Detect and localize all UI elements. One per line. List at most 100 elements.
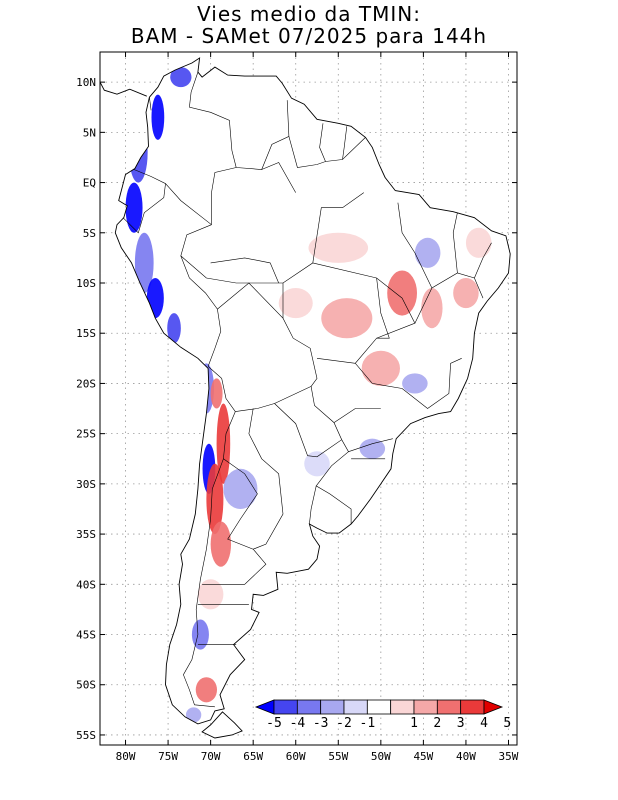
border-line [452,212,458,274]
anomaly-patch [359,438,386,459]
anomaly-patch [278,288,313,319]
lon-tick-label: 70W [201,750,221,763]
border-line [180,192,364,284]
anomaly-patch [361,350,400,386]
lat-tick-label: EQ [83,177,96,190]
border-line [149,97,152,111]
lat-tick-label: 10N [76,76,96,89]
central-america-coast [99,81,147,97]
legend-arrow-high [483,699,504,715]
border-line [288,136,366,168]
lon-tick-label: 40W [456,750,476,763]
anomaly-patch [146,277,164,319]
anomaly-patch [414,237,441,268]
anomaly-patch [329,383,381,414]
border-line [207,366,236,412]
anomaly-patch [197,579,224,610]
lon-tick-label: 80W [116,750,136,763]
coastline [114,57,511,725]
border-line [309,485,317,525]
border-line [397,202,433,289]
title-line-2: BAM - SAMet 07/2025 para 144h [130,24,488,48]
border-line [189,72,237,168]
legend-swatch [390,699,415,715]
anomaly-patch [216,403,231,484]
legend-label: 2 [433,716,441,731]
border-line [342,126,348,160]
lon-tick-label: 75W [158,750,178,763]
anomaly-patch [134,232,154,294]
lat-tick-label: 50S [76,679,96,692]
legend-swatch [366,699,392,715]
lat-tick-label: 40S [76,578,96,591]
legend-label: -1 [360,716,376,731]
anomaly-patch [421,288,443,329]
border-line [210,257,279,284]
legend-swatch [436,699,462,715]
legend-label: 5 [503,716,511,731]
title-line-1: Vies medio da TMIN: [197,2,421,26]
longitude-axis: 80W 75W 70W 65W 60W 55W 50W 45W 40W 35W [116,52,519,763]
lon-tick-label: 55W [328,750,348,763]
legend-swatch [413,699,438,715]
legend-swatch [320,699,345,715]
map-frame [99,51,518,746]
anomaly-patch [387,270,418,316]
lon-tick-label: 50W [371,750,391,763]
legend-label: -4 [290,716,306,731]
anomaly-patch [185,707,202,723]
border-line [274,386,343,458]
anomaly-patch [308,232,369,263]
tierra-del-fuego [201,711,243,739]
anomaly-patch [210,378,223,409]
anomaly-patch [223,468,258,509]
lon-tick-label: 60W [286,750,306,763]
border-line [316,358,356,364]
lat-tick-label: 5S [83,227,96,240]
legend-label: -2 [336,716,352,731]
border-line [319,123,326,162]
anomaly-patch [195,677,218,703]
legend-label: -5 [266,716,282,731]
border-line [248,408,284,550]
legend-label: -3 [313,716,329,731]
country-borders [99,57,511,739]
border-line [183,411,236,708]
border-line [333,408,381,423]
lon-tick-label: 65W [243,750,263,763]
border-line [165,183,212,225]
anomaly-patch [170,67,192,88]
lat-tick-label: 45S [76,629,96,642]
border-line [202,458,267,585]
lat-tick-label: 20S [76,377,96,390]
lat-tick-label: 55S [76,729,96,742]
lat-tick-label: 10S [76,277,96,290]
lat-tick-label: 30S [76,478,96,491]
legend-swatch [343,699,368,715]
anomaly-patch [304,451,330,477]
latitude-axis: 10N 5N EQ 5S 10S 15S 20S 25S 30S 35S 40S 45S 50S 55S [76,76,517,742]
anomaly-patch [465,227,492,258]
anomaly-patch [453,277,479,309]
legend-label: 1 [410,716,418,731]
color-legend: -5 -4 -3 -2 -1 1 2 3 4 5 [254,699,511,731]
lon-tick-label: 35W [499,750,519,763]
border-line [348,438,393,452]
border-line [235,386,312,412]
lat-tick-label: 5N [83,126,96,139]
anomaly-patch [210,521,232,567]
legend-label: 3 [457,716,465,731]
border-line [211,167,237,225]
border-line [180,224,222,367]
legend-label: 4 [480,716,488,731]
anomaly-patch [308,139,352,176]
anomaly-patch [191,619,209,650]
legend-swatch [273,699,298,715]
legend-swatch [296,699,322,715]
anomaly-patch [321,298,373,339]
border-line [236,100,290,170]
anomaly-patch [202,230,305,266]
border-line [376,277,390,339]
legend-swatch [460,699,485,715]
